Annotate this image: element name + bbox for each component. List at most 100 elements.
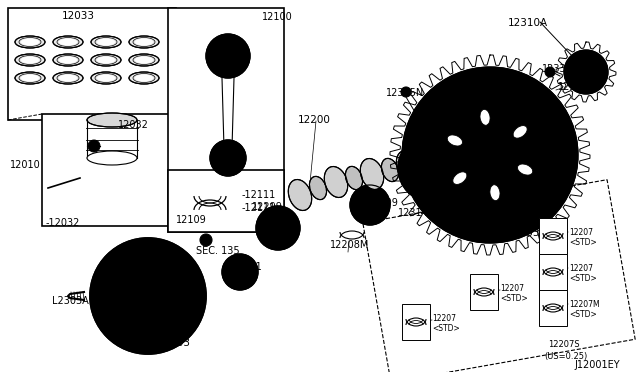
Circle shape: [527, 192, 541, 206]
Ellipse shape: [490, 185, 500, 201]
Circle shape: [474, 139, 506, 171]
Ellipse shape: [309, 176, 326, 200]
Circle shape: [439, 192, 453, 206]
Circle shape: [256, 206, 300, 250]
Text: -12111: -12111: [242, 190, 276, 200]
Bar: [539, 254, 567, 290]
Ellipse shape: [518, 164, 532, 175]
Text: 12010: 12010: [10, 160, 41, 170]
Text: <STD>: <STD>: [500, 294, 528, 303]
Circle shape: [350, 185, 390, 225]
Circle shape: [599, 69, 605, 75]
Text: 12207S: 12207S: [548, 340, 580, 349]
Text: 12207: 12207: [432, 314, 456, 323]
Ellipse shape: [396, 151, 420, 182]
Ellipse shape: [135, 57, 153, 64]
Text: 12303: 12303: [158, 338, 191, 348]
Ellipse shape: [97, 57, 115, 64]
Text: 12100: 12100: [262, 12, 292, 22]
Circle shape: [421, 148, 435, 162]
Ellipse shape: [91, 72, 121, 84]
Text: 12330: 12330: [542, 64, 573, 74]
Circle shape: [136, 284, 160, 308]
Text: 12207: 12207: [569, 228, 593, 237]
Ellipse shape: [21, 74, 39, 81]
Ellipse shape: [15, 54, 45, 66]
Text: 12032: 12032: [118, 120, 149, 130]
Text: 12207M: 12207M: [569, 300, 600, 309]
Circle shape: [588, 84, 594, 90]
Text: -12111: -12111: [242, 203, 276, 213]
Ellipse shape: [91, 36, 121, 48]
Text: J12001EY: J12001EY: [574, 360, 620, 370]
Ellipse shape: [135, 38, 153, 45]
Ellipse shape: [129, 54, 159, 66]
Bar: [539, 290, 567, 326]
Text: 12331: 12331: [514, 228, 547, 238]
Text: <STD>: <STD>: [432, 324, 460, 333]
Circle shape: [206, 34, 250, 78]
Bar: [470, 274, 498, 310]
Text: 12315N: 12315N: [386, 88, 424, 98]
Text: <STD>: <STD>: [569, 310, 596, 319]
Circle shape: [222, 254, 258, 290]
Ellipse shape: [513, 126, 527, 138]
Circle shape: [570, 60, 576, 65]
Ellipse shape: [97, 74, 115, 81]
Circle shape: [88, 140, 100, 152]
Ellipse shape: [97, 38, 115, 45]
Circle shape: [588, 54, 594, 60]
Bar: [539, 218, 567, 254]
Circle shape: [200, 234, 212, 246]
Ellipse shape: [15, 36, 45, 48]
Text: 12033: 12033: [62, 11, 95, 21]
Ellipse shape: [21, 38, 39, 45]
Text: 12207: 12207: [500, 284, 524, 293]
Ellipse shape: [129, 72, 159, 84]
Circle shape: [90, 238, 206, 354]
Bar: [168, 170, 284, 232]
Circle shape: [545, 67, 555, 77]
Ellipse shape: [21, 57, 39, 64]
Circle shape: [483, 210, 497, 224]
Ellipse shape: [53, 72, 83, 84]
Circle shape: [439, 104, 453, 118]
Text: -12032: -12032: [46, 218, 81, 228]
Ellipse shape: [360, 158, 384, 189]
Text: (US=0.25): (US=0.25): [544, 352, 588, 361]
Text: 13021: 13021: [232, 262, 263, 272]
Ellipse shape: [15, 72, 45, 84]
Ellipse shape: [453, 172, 467, 185]
Circle shape: [527, 104, 541, 118]
Circle shape: [398, 134, 466, 202]
Circle shape: [483, 86, 497, 100]
Circle shape: [210, 140, 246, 176]
Text: 12209: 12209: [368, 198, 399, 208]
Text: <STD>: <STD>: [569, 274, 596, 283]
Ellipse shape: [480, 109, 490, 125]
Bar: [42, 114, 172, 226]
Ellipse shape: [59, 57, 77, 64]
Ellipse shape: [53, 36, 83, 48]
Text: 12299: 12299: [252, 202, 283, 212]
Ellipse shape: [346, 166, 363, 190]
Text: 12314M: 12314M: [398, 208, 437, 218]
Ellipse shape: [447, 135, 463, 146]
Ellipse shape: [87, 151, 137, 165]
Text: 12208M: 12208M: [330, 240, 369, 250]
Circle shape: [545, 148, 559, 162]
Bar: [168, 8, 284, 232]
Ellipse shape: [87, 113, 137, 127]
Ellipse shape: [53, 54, 83, 66]
Text: 12200: 12200: [298, 115, 331, 125]
Circle shape: [570, 78, 576, 84]
Bar: [402, 304, 430, 340]
Text: 12333: 12333: [558, 82, 589, 92]
Text: 12109: 12109: [176, 215, 207, 225]
Ellipse shape: [288, 180, 312, 211]
Circle shape: [440, 105, 540, 205]
Ellipse shape: [59, 74, 77, 81]
Text: 12310A: 12310A: [508, 18, 548, 28]
Ellipse shape: [91, 54, 121, 66]
Bar: [8, 8, 176, 120]
